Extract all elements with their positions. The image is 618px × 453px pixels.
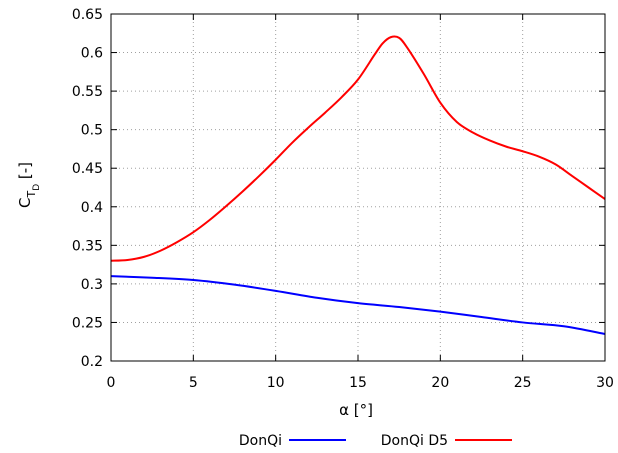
x-tick-label: 20: [431, 375, 449, 391]
y-tick-label: 0.4: [81, 200, 103, 216]
x-tick-label: 30: [596, 375, 614, 391]
legend: DonQi DonQi D5: [239, 433, 512, 449]
legend-label-donqi: DonQi: [239, 433, 282, 449]
x-axis-label: α [°]: [339, 401, 373, 419]
y-axis-label-subsub: D: [32, 184, 42, 191]
series-lines: [110, 35, 606, 335]
x-tick-label: 5: [189, 375, 198, 391]
x-tick-label: 15: [349, 375, 367, 391]
y-tick-label: 0.65: [72, 7, 103, 23]
y-tick-label: 0.55: [72, 84, 103, 100]
y-axis-label-sub: T: [25, 191, 38, 199]
y-tick-label: 0.25: [72, 315, 103, 331]
series-line-donqi-d5: [110, 35, 606, 262]
y-axis-label: CTD [-]: [16, 162, 42, 208]
y-tick-label: 0.2: [81, 354, 103, 370]
axis-ticks: 0 5 10 15 20 25 30 0.2 0.25 0.3 0.35 0.4 0.45 0.5 0.55…: [72, 7, 614, 391]
x-tick-label: 10: [267, 375, 285, 391]
y-tick-label: 0.3: [81, 277, 103, 293]
y-tick-label: 0.5: [81, 123, 103, 139]
x-tick-label: 0: [107, 375, 116, 391]
series-line-donqi: [110, 275, 606, 335]
y-axis-label-main: C: [16, 198, 34, 208]
grid: [111, 14, 605, 361]
y-tick-label: 0.45: [72, 161, 103, 177]
y-tick-label: 0.35: [72, 238, 103, 254]
x-tick-label: 25: [514, 375, 532, 391]
y-axis-label-suffix: [-]: [16, 162, 34, 184]
y-tick-label: 0.6: [81, 46, 103, 62]
legend-label-donqi-d5: DonQi D5: [381, 433, 448, 449]
